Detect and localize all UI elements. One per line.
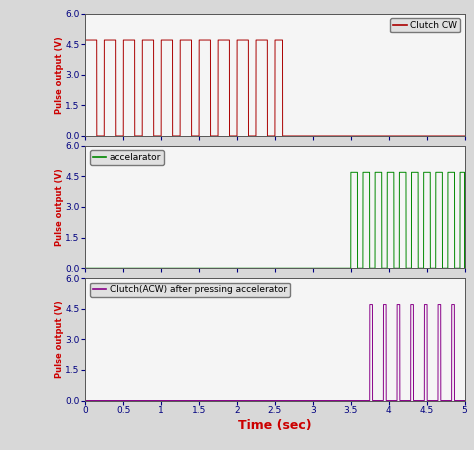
X-axis label: Time (sec): Time (sec) [238,419,312,432]
Y-axis label: Pulse output (V): Pulse output (V) [55,168,64,246]
Y-axis label: Pulse output (V): Pulse output (V) [55,36,64,113]
Y-axis label: Pulse output (V): Pulse output (V) [55,301,64,378]
Legend: Clutch(ACW) after pressing accelerator: Clutch(ACW) after pressing accelerator [90,283,290,297]
Legend: accelarator: accelarator [90,150,164,165]
Legend: Clutch CW: Clutch CW [391,18,460,32]
